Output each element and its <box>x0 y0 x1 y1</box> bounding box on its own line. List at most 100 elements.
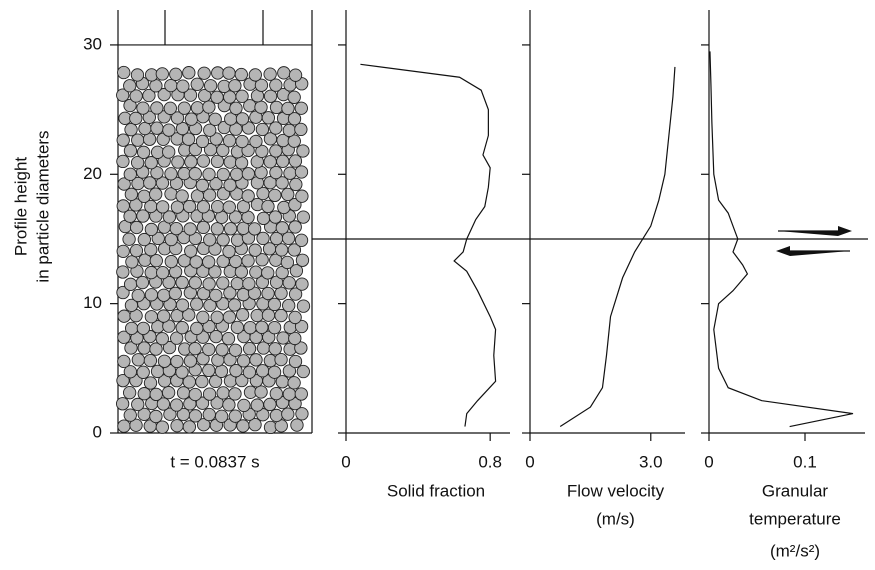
particle <box>242 277 256 291</box>
particle <box>295 253 310 267</box>
particle <box>202 363 216 378</box>
particle <box>116 88 130 102</box>
particle <box>241 254 255 268</box>
particle <box>274 352 288 367</box>
particle <box>155 332 169 346</box>
particle <box>248 243 262 257</box>
particle <box>222 244 236 259</box>
particle <box>227 298 242 312</box>
particle <box>175 321 189 335</box>
particle <box>288 354 303 369</box>
particle <box>290 418 304 432</box>
particle <box>162 210 177 224</box>
particle <box>242 365 257 379</box>
particle <box>181 132 196 146</box>
particle <box>214 409 229 423</box>
particle <box>150 166 164 180</box>
particle <box>275 176 289 190</box>
particle <box>202 100 216 114</box>
particle <box>209 177 223 191</box>
particle <box>288 331 302 346</box>
particle <box>123 167 137 181</box>
particle <box>190 77 204 91</box>
particle <box>261 286 275 301</box>
particle <box>214 364 229 378</box>
particle <box>208 265 222 279</box>
particle <box>247 222 262 236</box>
particle <box>130 68 145 82</box>
particle <box>203 298 217 313</box>
particle <box>296 299 311 313</box>
particle <box>267 320 282 335</box>
particle <box>190 297 204 311</box>
particle <box>129 244 144 258</box>
particle <box>170 200 185 214</box>
particle <box>269 386 283 401</box>
particle <box>190 101 205 115</box>
particle <box>183 354 198 368</box>
particle <box>248 68 262 82</box>
particle <box>175 189 189 203</box>
particle <box>287 90 301 104</box>
particle <box>203 79 218 93</box>
particle <box>151 231 165 246</box>
particle <box>136 365 150 379</box>
particle <box>156 266 170 280</box>
particle <box>255 122 270 137</box>
particle <box>164 167 178 181</box>
particle <box>243 320 257 335</box>
particle <box>203 123 217 137</box>
particle <box>282 298 296 313</box>
particle <box>287 134 301 148</box>
particle <box>124 187 139 201</box>
particle <box>274 308 288 323</box>
particle <box>294 233 309 247</box>
particle <box>269 121 283 135</box>
particle <box>116 244 130 258</box>
particle <box>116 285 130 300</box>
particle <box>170 111 185 125</box>
particle <box>242 342 257 356</box>
particle <box>190 321 204 336</box>
x-tick-label: 0.1 <box>793 452 817 471</box>
particle <box>117 419 131 433</box>
particle <box>249 265 263 279</box>
particle <box>188 167 202 181</box>
x-axis-label: (m²/s²) <box>770 541 820 560</box>
caption: t = 0.0837 s <box>170 452 259 471</box>
particle <box>122 232 136 246</box>
particle <box>288 220 302 234</box>
particle <box>229 363 243 378</box>
particle <box>235 112 250 126</box>
particle <box>215 343 229 357</box>
particle <box>123 408 137 422</box>
x-tick-label: 0.8 <box>478 452 502 471</box>
particle <box>136 209 150 223</box>
particle <box>182 308 196 322</box>
x-tick-label: 3.0 <box>639 452 663 471</box>
particle <box>157 87 171 102</box>
particle <box>282 387 297 401</box>
particle <box>234 67 248 82</box>
particle <box>155 176 170 190</box>
particle <box>136 321 150 335</box>
particle <box>163 407 177 421</box>
particle <box>175 365 189 379</box>
x-tick-label: 0 <box>704 452 713 471</box>
particle <box>138 121 152 136</box>
particle <box>155 420 169 434</box>
particle <box>177 101 192 115</box>
particle <box>294 101 308 115</box>
particle <box>283 166 297 180</box>
particle <box>169 67 183 81</box>
particle <box>294 165 309 179</box>
particle <box>261 111 276 125</box>
particle <box>288 68 303 82</box>
particle <box>221 332 236 346</box>
particle <box>150 121 164 135</box>
particle <box>144 310 159 324</box>
particle <box>268 210 283 224</box>
particle <box>171 155 185 169</box>
particle <box>162 340 177 355</box>
